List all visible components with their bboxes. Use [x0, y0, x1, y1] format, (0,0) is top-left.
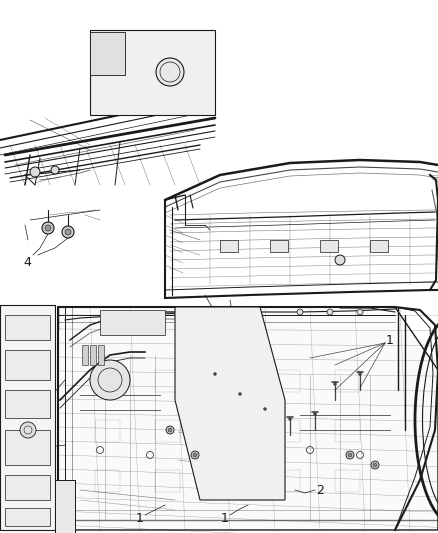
Circle shape: [357, 309, 363, 315]
Polygon shape: [90, 30, 215, 115]
Circle shape: [45, 225, 51, 231]
Circle shape: [213, 373, 216, 376]
Circle shape: [42, 222, 54, 234]
Polygon shape: [5, 390, 50, 418]
Polygon shape: [98, 345, 104, 365]
Circle shape: [30, 167, 40, 177]
Circle shape: [335, 255, 345, 265]
Polygon shape: [82, 345, 88, 365]
Circle shape: [20, 422, 36, 438]
Circle shape: [166, 426, 174, 434]
Circle shape: [51, 166, 59, 174]
Polygon shape: [320, 240, 338, 252]
Polygon shape: [220, 240, 238, 252]
Circle shape: [333, 383, 336, 385]
Polygon shape: [0, 305, 55, 530]
Polygon shape: [5, 315, 50, 340]
Circle shape: [90, 360, 130, 400]
Polygon shape: [370, 240, 388, 252]
Polygon shape: [90, 32, 125, 75]
Polygon shape: [58, 307, 438, 530]
Text: 3: 3: [236, 353, 244, 367]
Polygon shape: [270, 240, 288, 252]
Polygon shape: [100, 310, 165, 335]
Text: 4: 4: [23, 255, 31, 269]
Polygon shape: [5, 350, 50, 380]
Circle shape: [156, 58, 184, 86]
Polygon shape: [5, 475, 50, 500]
Polygon shape: [175, 307, 285, 500]
Circle shape: [264, 408, 266, 410]
Text: 1: 1: [221, 513, 229, 526]
Polygon shape: [90, 345, 96, 365]
Circle shape: [193, 453, 197, 457]
Text: 1: 1: [136, 513, 144, 526]
Circle shape: [191, 451, 199, 459]
Circle shape: [373, 463, 377, 467]
Circle shape: [327, 309, 333, 315]
Text: 1: 1: [386, 334, 394, 346]
Polygon shape: [5, 508, 50, 526]
Circle shape: [65, 229, 71, 235]
Circle shape: [239, 392, 241, 395]
Circle shape: [346, 451, 354, 459]
Polygon shape: [55, 480, 75, 533]
Polygon shape: [5, 430, 50, 465]
Circle shape: [314, 413, 317, 416]
Circle shape: [168, 428, 172, 432]
Circle shape: [358, 373, 361, 376]
Text: 1: 1: [44, 393, 52, 407]
Circle shape: [371, 461, 379, 469]
Circle shape: [297, 309, 303, 315]
Text: 2: 2: [32, 446, 40, 458]
Circle shape: [289, 417, 292, 421]
Circle shape: [62, 226, 74, 238]
Text: 2: 2: [316, 483, 324, 497]
Circle shape: [348, 453, 352, 457]
